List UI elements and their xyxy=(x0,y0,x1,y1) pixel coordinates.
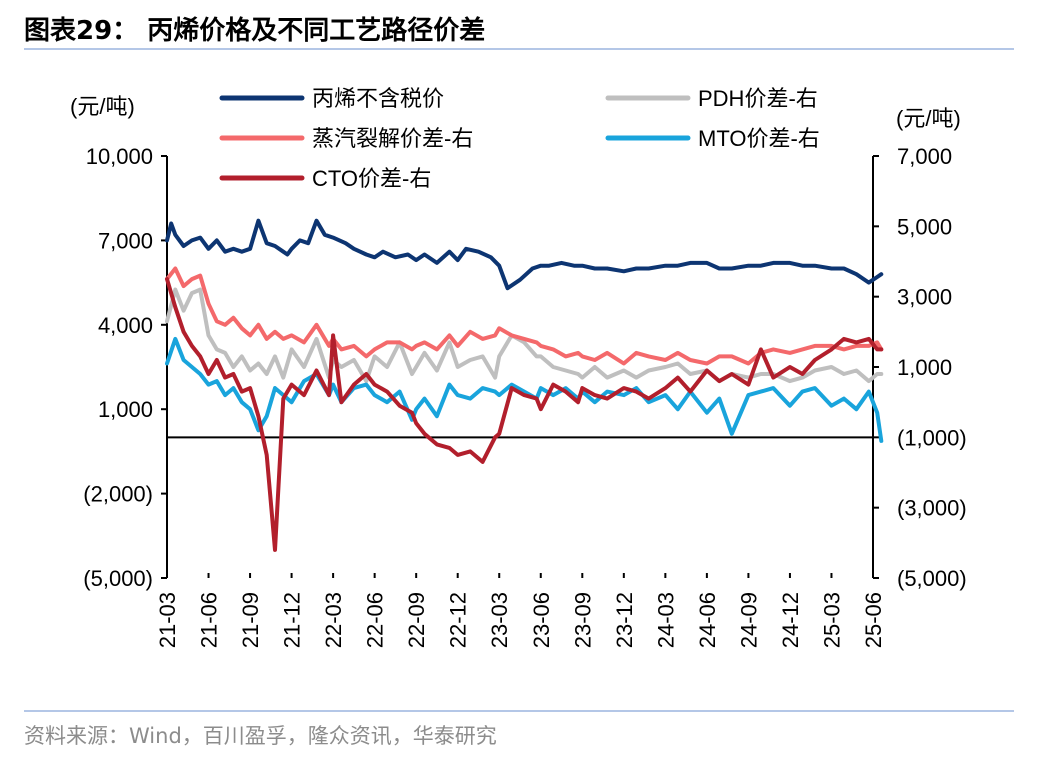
right-tick-label: 5,000 xyxy=(897,214,952,239)
x-tick-label: 24-03 xyxy=(653,592,678,648)
left-tick-label: 7,000 xyxy=(98,228,153,253)
source-rule xyxy=(24,710,1014,712)
right-tick-label: (1,000) xyxy=(897,425,967,450)
right-tick-label: 7,000 xyxy=(897,144,952,169)
title-rule xyxy=(24,48,1014,50)
series-line-4 xyxy=(165,277,884,552)
x-tick-label: 22-06 xyxy=(363,592,388,648)
series-line-0 xyxy=(165,218,884,291)
axes: (5,000) (2,000) 1,000 4,000 7,000 10,000 (5,00… xyxy=(83,144,966,648)
left-tick-label: (2,000) xyxy=(83,482,153,507)
x-tick-label: 25-06 xyxy=(861,592,886,648)
right-tick-label: 1,000 xyxy=(897,355,952,380)
legend-label-1: PDH价差-右 xyxy=(698,86,818,111)
x-tick-label: 24-06 xyxy=(695,592,720,648)
series-line-1 xyxy=(165,287,884,384)
series-line-2 xyxy=(165,266,884,366)
x-tick-label: 23-12 xyxy=(612,592,637,648)
x-tick-label: 22-09 xyxy=(404,592,429,648)
x-tick-label: 23-09 xyxy=(570,592,595,648)
left-axis-unit: (元/吨) xyxy=(70,94,135,119)
left-tick-label: 4,000 xyxy=(98,313,153,338)
right-tick-label: 3,000 xyxy=(897,285,952,310)
left-tick-label: (5,000) xyxy=(83,566,153,591)
x-tick-label: 23-03 xyxy=(487,592,512,648)
x-tick-label: 24-09 xyxy=(736,592,761,648)
x-tick-label: 21-12 xyxy=(280,592,305,648)
legend-label-4: CTO价差-右 xyxy=(312,166,431,191)
right-axis-unit: (元/吨) xyxy=(896,106,961,131)
source-note: 资料来源：Wind，百川盈孚，隆众资讯，华泰研究 xyxy=(24,724,497,748)
series-layer xyxy=(165,218,884,552)
x-tick-label: 22-12 xyxy=(446,592,471,648)
left-tick-label: 1,000 xyxy=(98,397,153,422)
x-tick-label: 21-03 xyxy=(155,592,180,648)
x-tick-label: 25-03 xyxy=(819,592,844,648)
x-tick-label: 21-09 xyxy=(238,592,263,648)
legend-label-3: MTO价差-右 xyxy=(698,126,820,151)
x-tick-label: 24-12 xyxy=(778,592,803,648)
right-tick-label: (5,000) xyxy=(897,566,967,591)
legend-label-2: 蒸汽裂解价差-右 xyxy=(312,126,473,151)
left-tick-label: 10,000 xyxy=(86,144,153,169)
legend-label-0: 丙烯不含税价 xyxy=(312,86,444,111)
x-tick-label: 23-06 xyxy=(529,592,554,648)
chart-title: 图表29： 丙烯价格及不同工艺路径价差 xyxy=(24,16,486,46)
x-tick-label: 22-03 xyxy=(321,592,346,648)
x-tick-label: 21-06 xyxy=(197,592,222,648)
right-tick-label: (3,000) xyxy=(897,496,967,521)
series-line-3 xyxy=(165,336,884,443)
